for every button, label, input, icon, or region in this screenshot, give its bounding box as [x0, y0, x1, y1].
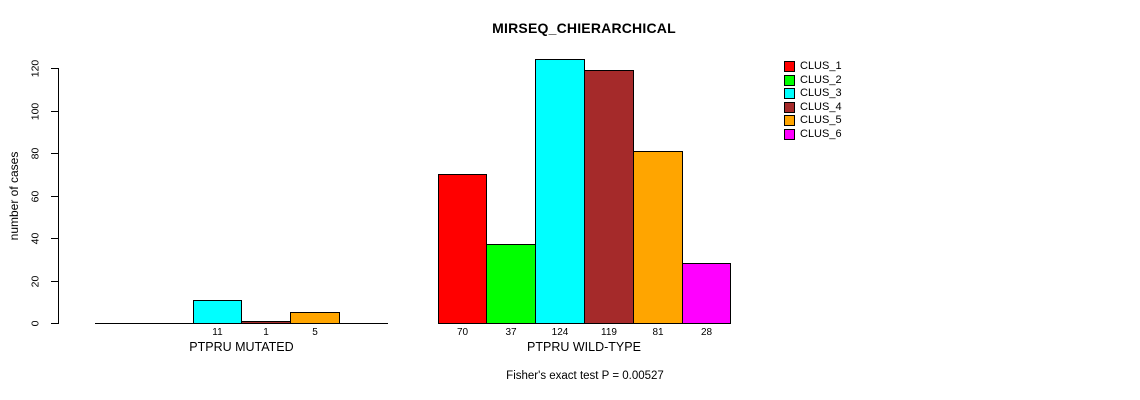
- y-tick-label: 80: [29, 147, 42, 160]
- legend-label: CLUS_6: [800, 127, 842, 140]
- bar-value-label: 37: [505, 327, 517, 338]
- bar-clus_4: [241, 321, 291, 324]
- legend-label: CLUS_2: [800, 73, 842, 86]
- y-tick: [51, 68, 58, 69]
- legend-label: CLUS_5: [800, 114, 842, 126]
- bar-clus_3: [193, 300, 242, 324]
- legend-swatch-clus_3: [784, 88, 795, 99]
- legend-label: CLUS_3: [800, 87, 842, 99]
- y-tick: [51, 111, 58, 112]
- legend-label: CLUS_1: [800, 60, 842, 72]
- bar-value-label: 119: [601, 327, 617, 338]
- bar-value-label: 70: [456, 327, 469, 338]
- group-label: PTPRU MUTATED: [189, 340, 294, 354]
- chart-title: MIRSEQ_CHIERARCHICAL: [492, 20, 676, 36]
- bar-clus_2: [486, 244, 536, 324]
- legend-swatch-clus_5: [784, 115, 795, 126]
- bar-value-label: 124: [551, 327, 569, 338]
- y-axis-line: [58, 68, 59, 324]
- y-tick: [51, 196, 58, 197]
- bar-clus_5: [633, 151, 683, 324]
- y-tick: [51, 323, 58, 324]
- y-tick-label: 120: [29, 59, 42, 78]
- footer-pvalue: Fisher's exact test P = 0.00527: [506, 370, 664, 382]
- bar-clus_1: [438, 174, 487, 324]
- bar-clus_5: [290, 312, 340, 324]
- bar-clus_3: [535, 59, 585, 324]
- bar-value-label: 81: [652, 327, 664, 338]
- y-tick-label: 60: [29, 190, 42, 203]
- bar-value-label: 5: [312, 327, 318, 338]
- y-tick: [51, 153, 58, 154]
- bar-value-label: 1: [263, 327, 269, 338]
- legend-label: CLUS_4: [800, 100, 842, 113]
- y-tick-label: 20: [29, 275, 42, 288]
- y-tick: [51, 238, 58, 239]
- y-tick-label: 100: [29, 102, 42, 121]
- group-label: PTPRU WILD-TYPE: [527, 340, 641, 354]
- y-tick: [51, 281, 58, 282]
- legend-swatch-clus_2: [784, 74, 795, 86]
- y-axis-label: number of cases: [7, 151, 21, 241]
- bar-clus_4: [584, 70, 634, 324]
- bar-clus_6: [682, 263, 731, 324]
- y-tick-label: 0: [29, 320, 42, 327]
- bar-value-label: 28: [700, 327, 713, 338]
- legend-swatch-clus_6: [784, 128, 795, 140]
- legend-swatch-clus_1: [784, 61, 795, 72]
- legend-swatch-clus_4: [784, 101, 795, 113]
- bar-value-label: 11: [212, 327, 223, 338]
- y-tick-label: 40: [29, 232, 42, 245]
